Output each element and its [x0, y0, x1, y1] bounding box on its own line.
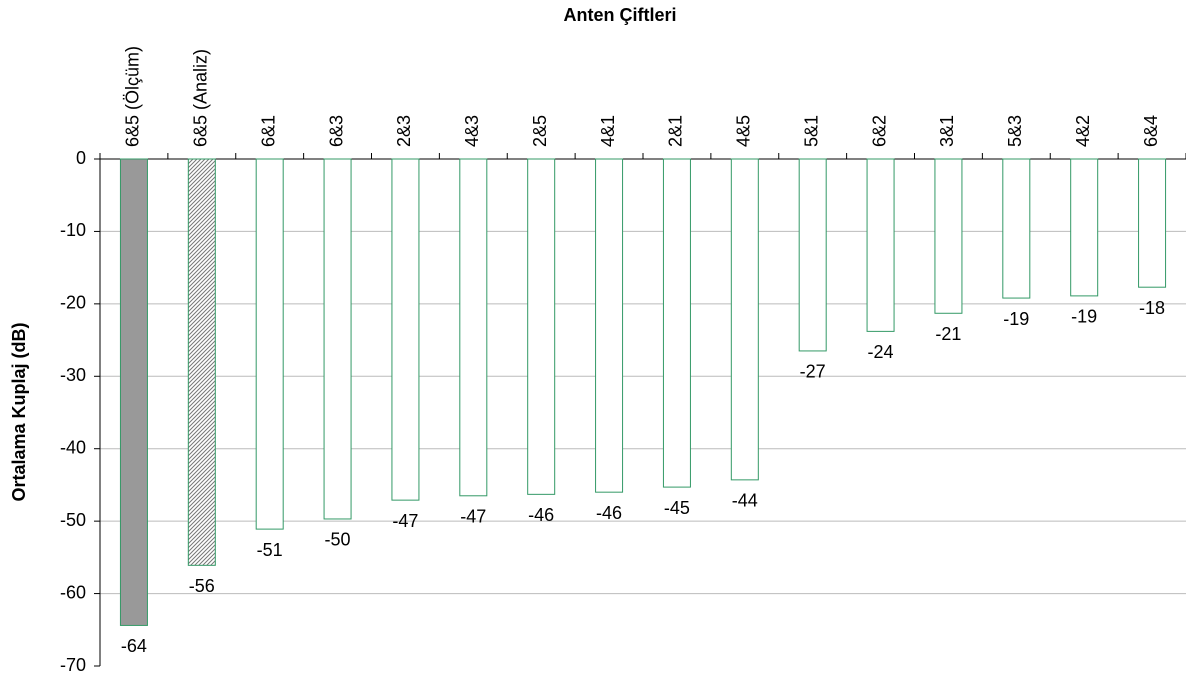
x-tick-label: 6&2	[869, 115, 889, 147]
x-tick-label: 6&5 (Ölçüm)	[123, 46, 143, 147]
bar	[187, 158, 216, 566]
x-tick-label: 2&1	[666, 115, 686, 147]
value-label: -21	[935, 324, 961, 344]
x-tick-label: 6&5 (Analiz)	[191, 49, 211, 147]
y-tick-label: -40	[60, 437, 86, 457]
value-label: -24	[868, 342, 894, 362]
value-label: -64	[121, 636, 147, 656]
value-label: -51	[257, 540, 283, 560]
bar	[730, 158, 759, 481]
value-label: -18	[1139, 298, 1165, 318]
y-axis-label: Ortalama Kuplaj (dB)	[9, 322, 29, 501]
bar	[662, 158, 691, 488]
x-tick-label: 5&3	[1005, 115, 1025, 147]
bar	[1070, 158, 1099, 297]
value-label: -45	[664, 498, 690, 518]
x-tick-label: 4&2	[1073, 115, 1093, 147]
bar	[255, 158, 284, 530]
value-label: -47	[392, 511, 418, 531]
bar	[934, 158, 963, 314]
bar	[459, 158, 488, 497]
x-tick-label: 3&1	[937, 115, 957, 147]
value-label: -47	[460, 507, 486, 527]
bar	[798, 158, 827, 352]
value-label: -50	[325, 530, 351, 550]
y-tick-label: -30	[60, 365, 86, 385]
y-tick-label: -70	[60, 655, 86, 675]
bar	[595, 158, 624, 493]
chart-title: Anten Çiftleri	[563, 5, 676, 25]
bar	[527, 158, 556, 495]
bar	[1138, 158, 1167, 288]
x-tick-label: 6&4	[1141, 115, 1161, 147]
value-label: -46	[528, 505, 554, 525]
x-tick-label: 5&1	[801, 115, 821, 147]
bar	[119, 158, 148, 626]
y-tick-label: -50	[60, 510, 86, 530]
x-tick-label: 6&3	[326, 115, 346, 147]
y-tick-label: -60	[60, 582, 86, 602]
value-label: -19	[1003, 309, 1029, 329]
x-tick-label: 6&1	[258, 115, 278, 147]
x-tick-label: 4&3	[462, 115, 482, 147]
bar	[323, 158, 352, 520]
bar	[1002, 158, 1031, 299]
value-label: -56	[189, 576, 215, 596]
value-label: -44	[732, 491, 758, 511]
x-tick-label: 4&1	[598, 115, 618, 147]
y-tick-label: -20	[60, 293, 86, 313]
x-tick-label: 2&3	[394, 115, 414, 147]
x-tick-label: 4&5	[734, 115, 754, 147]
value-label: -27	[800, 362, 826, 382]
bar	[391, 158, 420, 501]
value-label: -19	[1071, 307, 1097, 327]
y-tick-label: 0	[76, 148, 86, 168]
bar	[866, 158, 895, 332]
value-label: -46	[596, 503, 622, 523]
y-tick-label: -10	[60, 220, 86, 240]
x-tick-label: 2&5	[530, 115, 550, 147]
